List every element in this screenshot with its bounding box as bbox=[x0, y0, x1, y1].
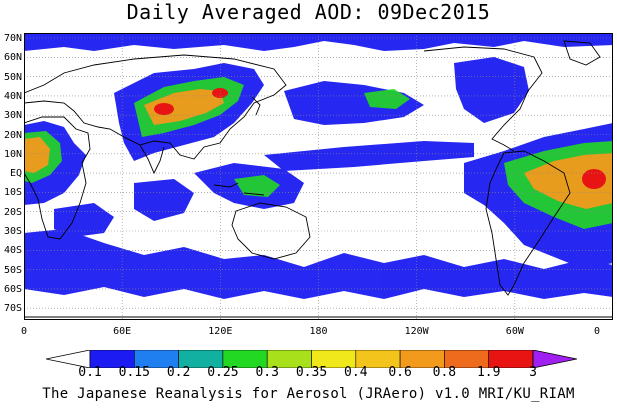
lon-label: 120W bbox=[404, 326, 429, 337]
lat-label: 40N bbox=[3, 90, 22, 102]
lat-label: 50N bbox=[3, 71, 22, 83]
colorbar bbox=[45, 349, 578, 369]
lat-label: 10N bbox=[3, 148, 22, 160]
colorbar-label: 0.25 bbox=[207, 365, 239, 380]
lat-label: 10S bbox=[3, 187, 22, 199]
coastlines bbox=[24, 40, 613, 318]
lon-label: 60E bbox=[113, 326, 132, 337]
colorbar-high-extend bbox=[532, 349, 578, 369]
lat-label: 60N bbox=[3, 52, 22, 64]
lat-label: 20N bbox=[3, 129, 22, 141]
colorbar-label: 0.2 bbox=[166, 365, 191, 380]
aod-field-peak bbox=[154, 88, 606, 189]
colorbar-label: 0.1 bbox=[78, 365, 102, 380]
lon-label: 0 bbox=[593, 326, 601, 337]
lat-label: 50S bbox=[3, 264, 22, 276]
colorbar-label: 0.35 bbox=[295, 365, 328, 380]
lon-label: 120E bbox=[208, 326, 233, 337]
colorbar-label: 0.15 bbox=[118, 365, 150, 380]
lat-label: 60S bbox=[3, 283, 22, 295]
lat-label: 30N bbox=[3, 110, 22, 122]
lat-label: 20S bbox=[3, 206, 22, 218]
colorbar-label: 0.6 bbox=[388, 365, 412, 380]
map-canvas bbox=[24, 33, 613, 320]
lat-label: 30S bbox=[3, 226, 22, 237]
colorbar-label: 0.8 bbox=[432, 365, 457, 380]
colorbar-label: 1.9 bbox=[476, 365, 501, 380]
aod-map bbox=[24, 33, 613, 320]
colorbar-label: 0.3 bbox=[255, 365, 279, 380]
colorbar-label: 3 bbox=[529, 365, 537, 380]
lon-label: 60W bbox=[505, 326, 524, 337]
lat-label: 70S bbox=[3, 303, 22, 315]
lat-label: 40S bbox=[3, 245, 22, 257]
lon-label: 0 bbox=[20, 326, 28, 337]
lon-label: 180 bbox=[309, 326, 328, 337]
lat-lon-grid bbox=[24, 33, 613, 320]
colorbar-label: 0.4 bbox=[344, 365, 368, 380]
lat-label: EQ bbox=[9, 168, 22, 180]
aod-field-high bbox=[24, 89, 613, 209]
map-frame bbox=[24, 33, 613, 320]
lat-label: 70N bbox=[3, 33, 22, 44]
map-title: Daily Averaged AOD: 09Dec2015 bbox=[126, 0, 491, 24]
footer-credit: The Japanese Reanalysis for Aerosol (JRA… bbox=[42, 386, 575, 402]
